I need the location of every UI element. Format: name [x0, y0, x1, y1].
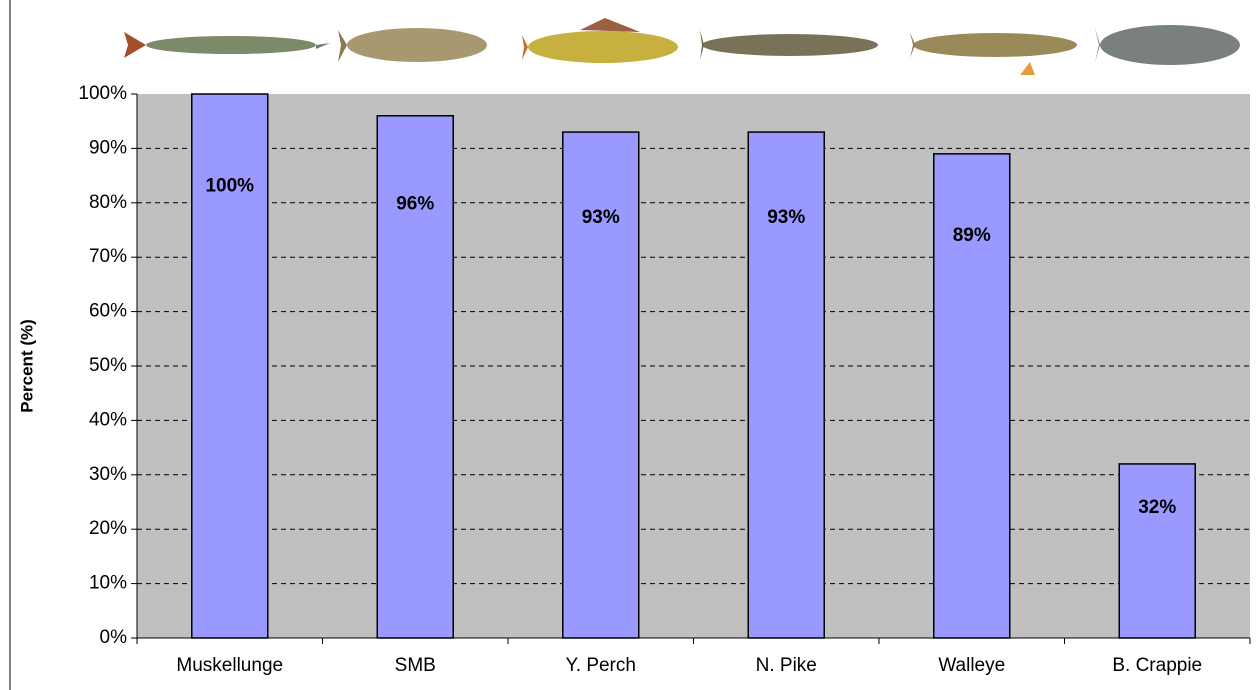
y-tick-label: 0%	[100, 627, 128, 648]
y-axis-label: Percent (%)	[17, 319, 36, 413]
y-tick-label: 30%	[89, 464, 127, 485]
bar	[747, 131, 825, 639]
fish-icon	[522, 18, 678, 63]
data-label: 89%	[953, 225, 991, 246]
fish-icon	[124, 32, 330, 58]
fish-icon	[1095, 25, 1240, 65]
fish-illustrations	[124, 18, 1240, 75]
bar	[562, 131, 640, 639]
fish-icon	[910, 32, 1077, 75]
y-tick-label: 40%	[89, 409, 127, 430]
data-label: 93%	[767, 207, 805, 228]
x-tick-label: B. Crappie	[1112, 655, 1202, 676]
y-tick-label: 90%	[89, 137, 127, 158]
y-tick-label: 10%	[89, 573, 127, 594]
x-tick-label: SMB	[395, 655, 436, 676]
y-tick-label: 20%	[89, 518, 127, 539]
x-tick-label: N. Pike	[756, 655, 817, 676]
x-tick-label: Muskellunge	[176, 655, 283, 676]
y-tick-label: 60%	[89, 301, 127, 322]
x-tick-label: Y. Perch	[566, 655, 636, 676]
fish-icon	[700, 30, 878, 60]
y-tick-label: 70%	[89, 246, 127, 267]
y-tick-label: 100%	[78, 83, 127, 104]
bar	[1118, 463, 1196, 639]
data-label: 100%	[205, 175, 254, 196]
bar	[933, 153, 1011, 639]
data-label: 32%	[1138, 497, 1176, 518]
bar	[191, 93, 269, 639]
x-tick-label: Walleye	[938, 655, 1005, 676]
data-label: 96%	[396, 194, 434, 215]
y-tick-label: 80%	[89, 192, 127, 213]
bar	[376, 115, 454, 639]
data-label: 93%	[582, 207, 620, 228]
fish-icon	[338, 28, 487, 62]
y-tick-label: 50%	[89, 355, 127, 376]
